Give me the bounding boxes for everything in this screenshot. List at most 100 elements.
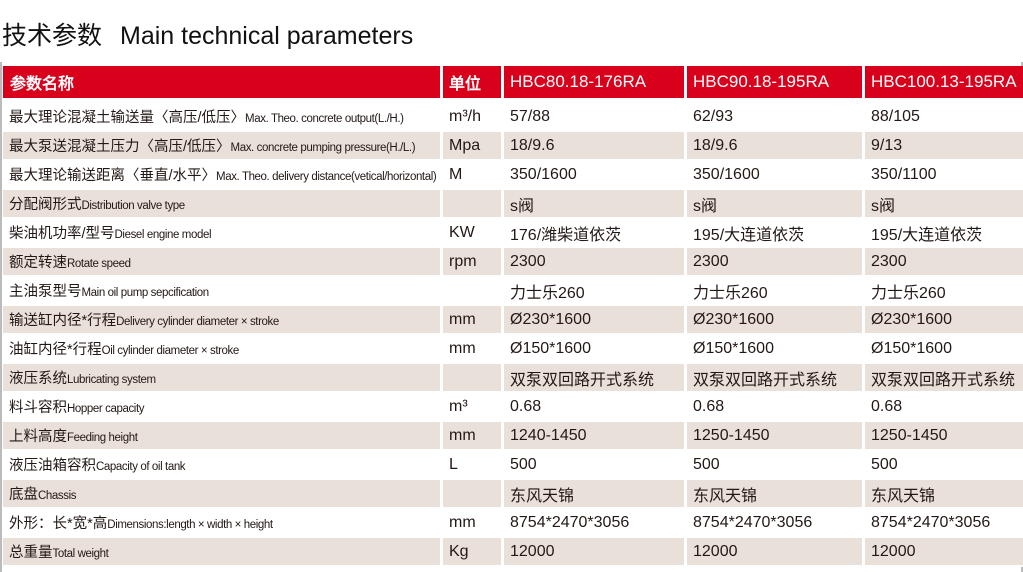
model-1-value: 东风天锦 xyxy=(504,480,684,509)
model-1-value: s阀 xyxy=(504,190,684,219)
model-3-value: 东风天锦 xyxy=(865,480,1023,509)
model-3-value: 1250-1450 xyxy=(865,422,1023,451)
parameter-name-zh: 额定转速 xyxy=(9,255,67,271)
header-parameter-name: 参数名称 xyxy=(3,66,440,98)
parameter-name: 最大理论输送距离〈垂直/水平〉Max. Theo. delivery dista… xyxy=(3,161,440,190)
model-2-value: 500 xyxy=(687,451,862,480)
model-2-value: 8754*2470*3056 xyxy=(687,509,862,538)
parameter-name-zh: 底盘 xyxy=(9,487,38,503)
model-2-value: 12000 xyxy=(687,538,862,567)
parameter-name: 油缸内径*行程Oil cylinder diameter × stroke xyxy=(3,335,440,364)
table-row: 最大泵送混凝土压力〈高压/低压〉Max. concrete pumping pr… xyxy=(3,132,1023,161)
parameter-name-zh: 分配阀形式 xyxy=(9,197,82,213)
model-3-value: Ø150*1600 xyxy=(865,335,1023,364)
table-row: 液压系统Lubricating system 双泵双回路开式系统 双泵双回路开式系统… xyxy=(3,364,1023,393)
model-3-value: Ø230*1600 xyxy=(865,306,1023,335)
model-2-value: Ø230*1600 xyxy=(687,306,862,335)
parameter-name: 柴油机功率/型号Diesel engine model xyxy=(3,219,440,248)
model-1-value: 57/88 xyxy=(504,98,684,132)
model-2-value: 18/9.6 xyxy=(687,132,862,161)
parameter-unit: L xyxy=(443,451,501,480)
parameter-unit: mm xyxy=(443,335,501,364)
table-row: 油缸内径*行程Oil cylinder diameter × stroke mm Ø… xyxy=(3,335,1023,364)
parameter-unit: m³/h xyxy=(443,98,501,132)
parameter-name-zh: 总重量 xyxy=(9,545,53,561)
parameter-unit: M xyxy=(443,161,501,190)
parameter-name-en: Lubricating system xyxy=(67,374,156,386)
parameter-name-en: Max. concrete pumping pressure(H./L.) xyxy=(230,142,416,154)
model-1-value: 1240-1450 xyxy=(504,422,684,451)
parameter-name-zh: 最大理论输送距离〈垂直/水平〉 xyxy=(9,168,217,184)
table-row: 料斗容积Hopper capacity m³ 0.68 0.68 0.68 xyxy=(3,393,1023,422)
model-2-value: 2300 xyxy=(687,248,862,277)
parameter-unit xyxy=(443,277,501,306)
parameter-name-en: Dimensions:length × width × height xyxy=(107,519,273,531)
table-row: 外形：长*宽*高Dimensions:length × width × heig… xyxy=(3,509,1023,538)
table-row: 底盘Chassis 东风天锦 东风天锦 东风天锦 xyxy=(3,480,1023,509)
parameter-name-zh: 料斗容积 xyxy=(9,400,67,416)
header-model-2: HBC90.18-195RA xyxy=(687,66,862,98)
model-1-value: Ø150*1600 xyxy=(504,335,684,364)
parameter-name-en: Delivery cylinder diameter × stroke xyxy=(116,316,279,328)
parameter-name-en: Main oil pump sepcification xyxy=(81,287,210,299)
model-1-value: 350/1600 xyxy=(504,161,684,190)
parameter-name-en: Max. Theo. concrete output(L./H.) xyxy=(245,113,404,125)
parameter-name-zh: 上料高度 xyxy=(9,429,67,445)
parameter-name-zh: 输送缸内径*行程 xyxy=(9,313,117,329)
model-1-value: 176/潍柴道依茨 xyxy=(504,219,684,248)
model-3-value: 12000 xyxy=(865,538,1023,567)
header-model-1: HBC80.18-176RA xyxy=(504,66,684,98)
parameter-name-zh: 油缸内径*行程 xyxy=(9,342,102,358)
model-2-value: Ø150*1600 xyxy=(687,335,862,364)
parameter-name: 外形：长*宽*高Dimensions:length × width × heig… xyxy=(3,509,440,538)
table-row: 额定转速Rotate speed rpm 2300 2300 2300 xyxy=(3,248,1023,277)
parameter-name-en: Oil cylinder diameter × stroke xyxy=(101,345,240,357)
model-2-value: 62/93 xyxy=(687,98,862,132)
model-1-value: 2300 xyxy=(504,248,684,277)
parameter-name: 液压系统Lubricating system xyxy=(3,364,440,393)
table-row: 总重量Total weight Kg 12000 12000 12000 xyxy=(3,538,1023,567)
model-3-value: 8754*2470*3056 xyxy=(865,509,1023,538)
parameter-name-en: Diesel engine model xyxy=(114,229,212,241)
model-3-value: 88/105 xyxy=(865,98,1023,132)
table-header-row: 参数名称 单位 HBC80.18-176RA HBC90.18-195RA HB… xyxy=(3,66,1023,98)
parameter-name: 料斗容积Hopper capacity xyxy=(3,393,440,422)
parameter-unit: m³ xyxy=(443,393,501,422)
parameter-name-zh: 液压油箱容积 xyxy=(9,458,96,474)
model-3-value: 2300 xyxy=(865,248,1023,277)
parameter-unit: mm xyxy=(443,509,501,538)
table-row: 分配阀形式Distribution valve type s阀 s阀 s阀 xyxy=(3,190,1023,219)
model-3-value: 500 xyxy=(865,451,1023,480)
parameter-name: 输送缸内径*行程Delivery cylinder diameter × str… xyxy=(3,306,440,335)
header-unit: 单位 xyxy=(443,66,501,98)
parameter-name-en: Feeding height xyxy=(67,432,138,444)
parameter-name-en: Max. Theo. delivery distance(vetical/hor… xyxy=(216,171,437,183)
parameter-name: 上料高度Feeding height xyxy=(3,422,440,451)
model-1-value: Ø230*1600 xyxy=(504,306,684,335)
parameter-unit: KW xyxy=(443,219,501,248)
parameter-name-zh: 外形：长*宽*高 xyxy=(9,516,108,532)
parameter-name-en: Hopper capacity xyxy=(67,403,145,415)
model-3-value: 0.68 xyxy=(865,393,1023,422)
model-3-value: 双泵双回路开式系统 xyxy=(865,364,1023,393)
title-en: Main technical parameters xyxy=(120,22,414,50)
parameter-name: 最大理论混凝土输送量〈高压/低压〉Max. Theo. concrete out… xyxy=(3,98,440,132)
parameter-unit: Kg xyxy=(443,538,501,567)
parameter-name: 额定转速Rotate speed xyxy=(3,248,440,277)
model-3-value: 195/大连道依茨 xyxy=(865,219,1023,248)
parameter-name-zh: 柴油机功率/型号 xyxy=(9,226,115,242)
parameter-name: 最大泵送混凝土压力〈高压/低压〉Max. concrete pumping pr… xyxy=(3,132,440,161)
table-row: 柴油机功率/型号Diesel engine model KW 176/潍柴道依茨 19… xyxy=(3,219,1023,248)
model-2-value: 力士乐260 xyxy=(687,277,862,306)
model-1-value: 18/9.6 xyxy=(504,132,684,161)
parameter-name-en: Total weight xyxy=(52,548,109,560)
parameter-unit xyxy=(443,364,501,393)
model-1-value: 12000 xyxy=(504,538,684,567)
parameter-name-zh: 最大泵送混凝土压力〈高压/低压〉 xyxy=(9,139,231,155)
model-1-value: 力士乐260 xyxy=(504,277,684,306)
page-title: 技术参数 Main technical parameters xyxy=(2,16,413,52)
table-row: 输送缸内径*行程Delivery cylinder diameter × str… xyxy=(3,306,1023,335)
parameter-name-en: Rotate speed xyxy=(67,258,131,270)
model-2-value: s阀 xyxy=(687,190,862,219)
model-2-value: 东风天锦 xyxy=(687,480,862,509)
